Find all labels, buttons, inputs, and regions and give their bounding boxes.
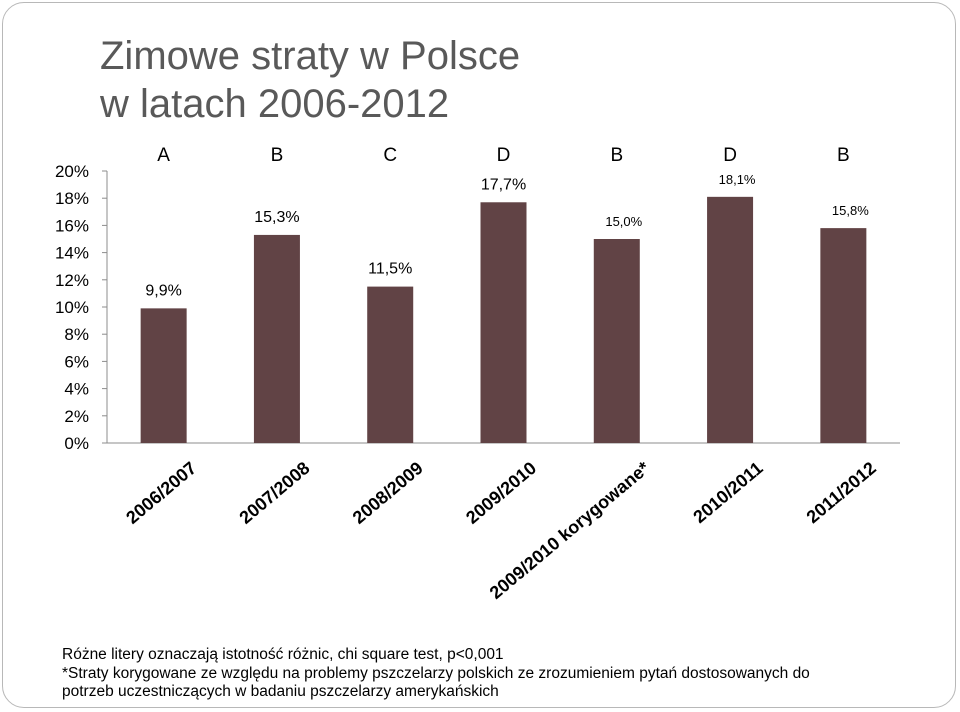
y-tick-label: 4% [64, 380, 89, 399]
footnote-line-2: *Straty korygowane ze względu na problem… [62, 664, 810, 682]
bar [820, 228, 867, 443]
group-letter: B [837, 145, 850, 166]
chart-title: Zimowe straty w Polsce w latach 2006-201… [100, 32, 520, 128]
footnote-line-3: potrzeb uczestniczących w badaniu pszcze… [62, 683, 499, 700]
title-line-2: w latach 2006-2012 [100, 82, 450, 126]
footnotes: Różne litery oznaczają istotność różnic,… [62, 646, 810, 702]
data-label: 9,9% [145, 282, 181, 299]
y-tick-label: 16% [55, 216, 89, 235]
group-letter: B [271, 145, 284, 166]
y-tick-label: 18% [55, 189, 89, 208]
group-letter: D [723, 145, 737, 166]
bar [140, 308, 187, 443]
bar [707, 196, 754, 443]
y-tick-label: 0% [64, 434, 89, 453]
footnote-line-1: Różne litery oznaczają istotność różnic,… [62, 646, 504, 663]
x-tick-label: 2011/2012 [803, 458, 880, 527]
data-label: 15,0% [605, 214, 642, 229]
title-line-1: Zimowe straty w Polsce [100, 34, 521, 78]
y-tick-label: 12% [55, 271, 89, 290]
y-tick-label: 14% [55, 244, 89, 263]
y-tick-label: 8% [64, 325, 89, 344]
data-label: 11,5% [368, 261, 412, 278]
x-tick-label: 2009/2010 [462, 458, 540, 528]
y-tick-label: 10% [55, 298, 89, 317]
bar [593, 239, 640, 443]
data-label: 15,3% [254, 209, 299, 226]
data-label: 18,1% [719, 172, 756, 187]
data-label: 15,8% [832, 203, 869, 218]
x-tick-label: 2006/2007 [122, 458, 200, 528]
bar [367, 286, 414, 443]
group-letter: B [610, 145, 623, 166]
bar [480, 202, 527, 443]
y-tick-label: 6% [64, 352, 89, 371]
bar-chart: 0% 2% 4% 6% 8% 10% 12% 14% 16% 18% 20% 9,9% A 2006/20… [55, 145, 900, 603]
group-letter: C [383, 145, 397, 166]
y-tick-label: 2% [64, 407, 89, 426]
group-letter: A [157, 145, 170, 166]
x-tick-label: 2007/2008 [235, 458, 313, 528]
bar [253, 234, 300, 443]
group-letter: D [497, 145, 511, 166]
x-tick-label: 2010/2011 [689, 458, 766, 527]
x-tick-label: 2008/2009 [349, 458, 427, 528]
data-label: 17,7% [481, 176, 526, 193]
y-tick-label: 20% [55, 162, 89, 181]
